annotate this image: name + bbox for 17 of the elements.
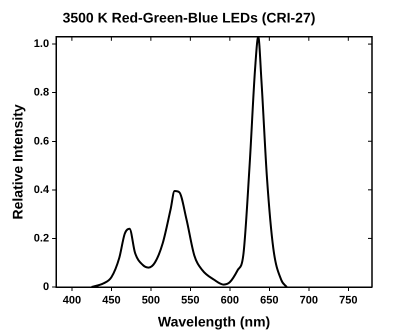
y-tick-label: 1.0 [34, 38, 50, 50]
y-axis-title: Relative Intensity [9, 104, 26, 220]
x-tick-label: 650 [260, 294, 279, 307]
x-tick-label: 450 [102, 294, 121, 307]
x-tick-label: 600 [220, 294, 240, 307]
x-tick-label: 500 [142, 294, 160, 307]
chart-title: 3500 K Red-Green-Blue LEDs (CRI-27) [62, 9, 316, 26]
x-tick-label: 550 [181, 294, 200, 307]
y-tick-label: 0.6 [34, 135, 50, 148]
x-tick-label: 750 [339, 294, 358, 307]
x-tick-label: 700 [300, 294, 318, 307]
y-tick-label: 0 [42, 281, 50, 294]
x-axis-title: Wavelength (nm) [158, 313, 270, 330]
y-tick-label: 0.4 [34, 184, 50, 196]
x-tick-label: 400 [62, 294, 82, 307]
y-tick-label: 0.8 [34, 86, 50, 99]
y-tick-label: 0.2 [34, 232, 50, 244]
